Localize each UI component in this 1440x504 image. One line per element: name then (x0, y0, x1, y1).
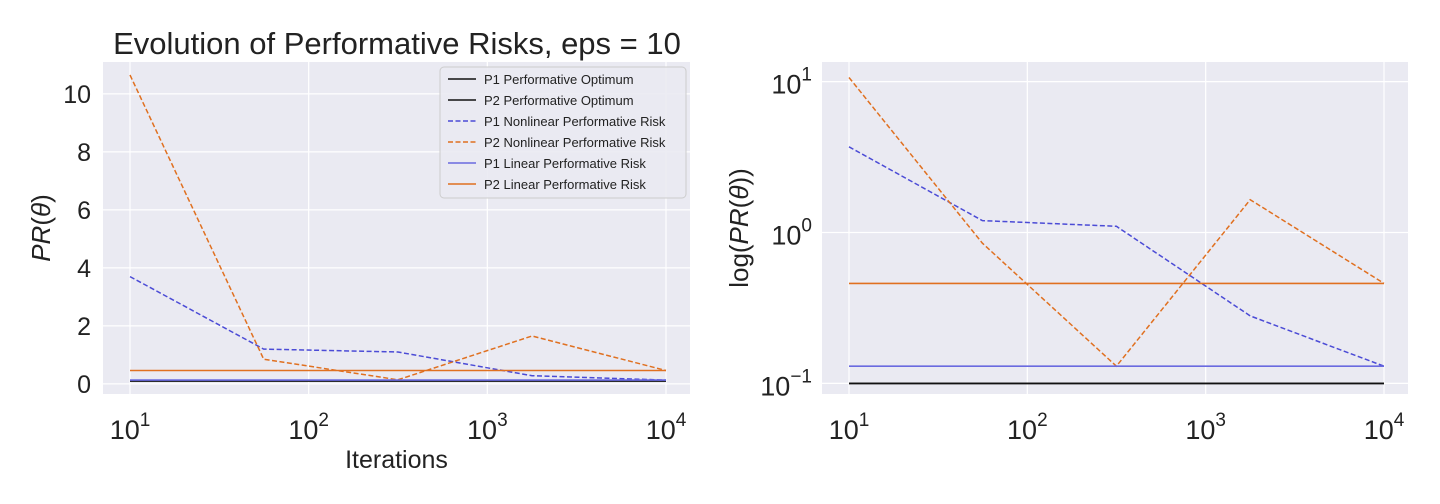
plot-area-right (822, 62, 1408, 394)
y-tick-label: 100 (771, 216, 812, 251)
legend: P1 Performative Optimum P2 Performative O… (439, 66, 687, 199)
chart-left: 101 102 103 104 0 2 4 6 8 10 Evolution of Performa… (26, 26, 690, 474)
y-tick-label: 8 (77, 139, 91, 167)
series-line-p1-nonlinear-performative-risk (129, 275, 667, 381)
x-tick-label: 102 (288, 410, 329, 445)
x-tick-label: 101 (829, 410, 870, 445)
y-tick-label: 0 (77, 371, 91, 399)
chart-title: Evolution of Performative Risks, eps = 1… (113, 26, 681, 61)
y-tick-label: 10−1 (760, 366, 812, 401)
y-tick-label: 4 (77, 255, 91, 283)
legend-entry: P1 Nonlinear Performative Risk (484, 114, 666, 129)
legend-entry: P2 Performative Optimum (484, 93, 634, 108)
x-tick-label: 103 (1185, 410, 1226, 445)
series-line-p1-nonlinear-performative-risk (848, 146, 1385, 367)
x-tick-label: 101 (110, 410, 151, 445)
y-tick-label: 10 (63, 81, 91, 109)
chart-right: 101 102 103 104 10−1 100 101 log(PR(θ)) (724, 62, 1408, 445)
x-tick-label: 104 (1364, 410, 1405, 445)
legend-entry: P2 Nonlinear Performative Risk (484, 135, 666, 150)
y-tick-label: 101 (771, 65, 812, 100)
x-tick-label: 103 (467, 410, 508, 445)
legend-entry: P1 Performative Optimum (484, 72, 634, 87)
legend-box (439, 66, 687, 199)
x-axis-label: Iterations (345, 446, 448, 474)
y-tick-label: 6 (77, 197, 91, 225)
y-axis-label: log(PR(θ)) (724, 168, 754, 288)
y-tick-label: 2 (77, 313, 91, 341)
x-tick-label: 102 (1007, 410, 1048, 445)
x-tick-label: 104 (646, 410, 687, 445)
legend-entry: P2 Linear Performative Risk (484, 177, 646, 192)
legend-entry: P1 Linear Performative Risk (484, 156, 646, 171)
y-axis-label: PR(θ) (26, 194, 56, 262)
